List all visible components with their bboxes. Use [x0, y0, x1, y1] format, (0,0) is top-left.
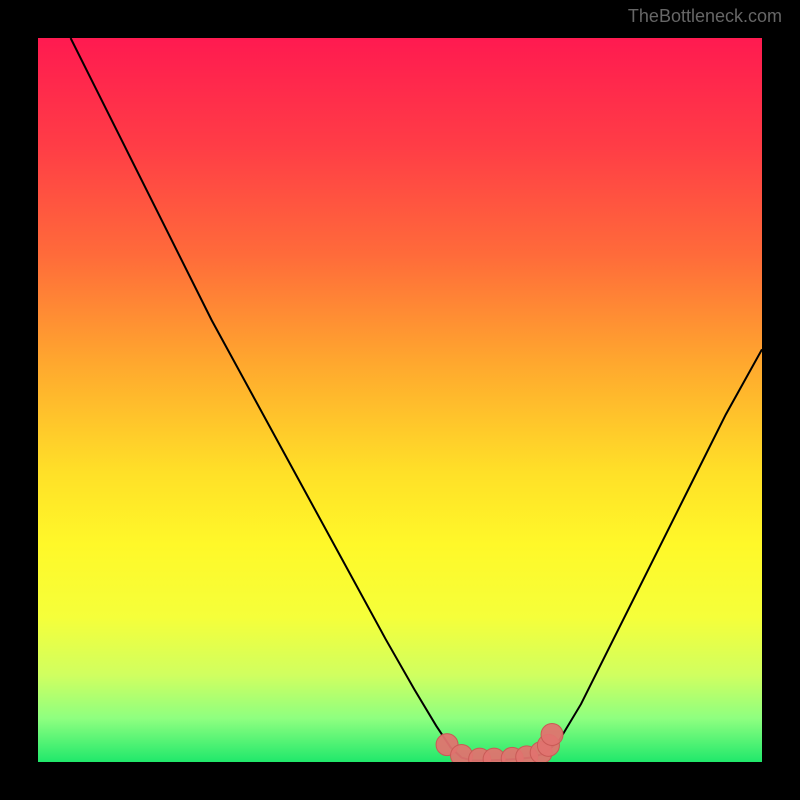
chart-markers — [38, 38, 762, 762]
chart-marker-dot — [541, 723, 563, 745]
watermark-text: TheBottleneck.com — [628, 6, 782, 27]
chart-plot-area — [38, 38, 762, 762]
